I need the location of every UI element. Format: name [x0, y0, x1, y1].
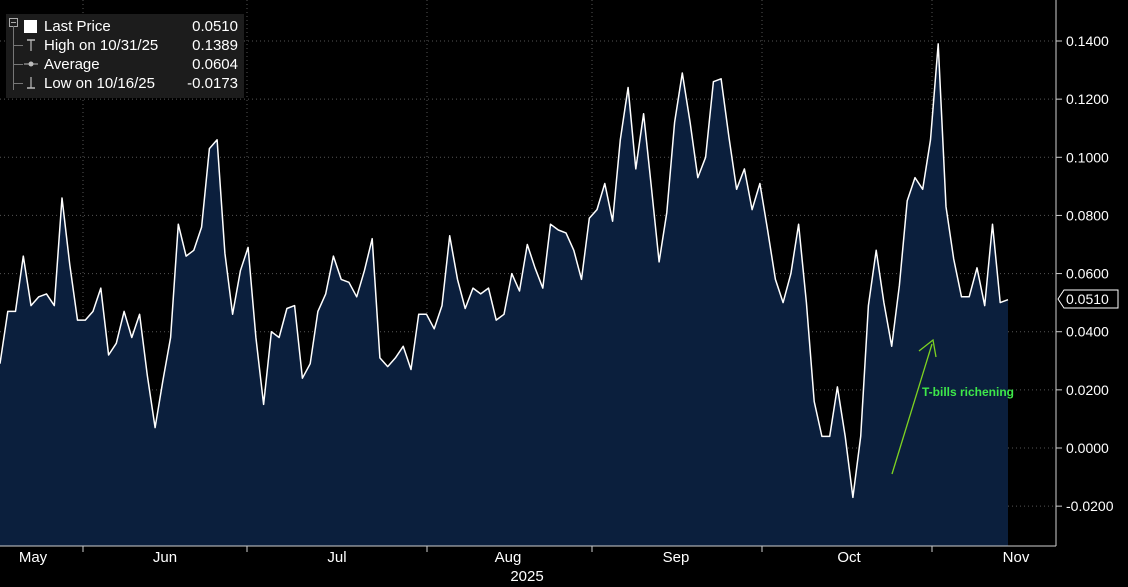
legend-last: Last Price 0.0510 — [6, 17, 244, 36]
y-tick-label: 0.1400 — [1066, 33, 1109, 49]
tree-branch — [13, 45, 23, 46]
high-marker-icon — [27, 39, 35, 51]
x-year-label: 2025 — [510, 568, 543, 585]
legend-low-label: Low on 10/16/25 — [44, 75, 155, 92]
y-tick-label: 0.0600 — [1066, 266, 1109, 282]
y-tick-label: -0.0200 — [1066, 498, 1114, 514]
y-tick-label: 0.0200 — [1066, 382, 1109, 398]
arrow-head-icon — [918, 338, 937, 358]
low-marker-icon — [27, 77, 35, 89]
legend-high-value: 0.1389 — [192, 37, 238, 54]
y-tick-label: 0.0000 — [1066, 440, 1109, 456]
last-value-badge: 0.0510 — [1057, 289, 1119, 309]
legend-high-label: High on 10/31/25 — [44, 37, 159, 54]
x-tick-label: Jun — [153, 549, 177, 566]
y-axis: 0.1400 0.1200 0.1000 0.0800 0.0600 0.0400 0.02… — [1056, 33, 1114, 514]
y-tick-label: 0.0800 — [1066, 207, 1109, 223]
y-tick-label: 0.1200 — [1066, 91, 1109, 107]
legend-average-label: Average — [44, 56, 100, 73]
average-marker-icon — [24, 61, 38, 67]
x-tick-label: Jul — [327, 549, 346, 566]
legend-high: High on 10/31/25 0.1389 — [6, 36, 244, 55]
x-tick-label: Oct — [837, 549, 861, 566]
annotation-arrow — [891, 343, 933, 475]
legend-last-value: 0.0510 — [192, 18, 238, 35]
last-value-label: 0.0510 — [1066, 291, 1109, 307]
price-line — [0, 43, 1009, 499]
legend-average: Average 0.0604 — [6, 55, 244, 74]
x-tick-label: Aug — [495, 549, 522, 566]
legend-low: Low on 10/16/25 -0.0173 — [6, 74, 244, 93]
annotation-text: T-bills richening — [922, 385, 1014, 399]
legend-low-value: -0.0173 — [187, 75, 238, 92]
white-square-icon — [24, 20, 37, 33]
y-tick-label: 0.1000 — [1066, 149, 1109, 165]
y-tick-label: 0.0400 — [1066, 324, 1109, 340]
area-fill — [0, 43, 1008, 547]
legend: Last Price 0.0510 High on 10/31/25 0.138… — [6, 14, 244, 98]
x-axis: May Jun Jul Aug Sep Oct Nov — [19, 546, 1030, 566]
legend-average-value: 0.0604 — [192, 56, 238, 73]
tree-line — [13, 26, 14, 90]
x-tick-label: Nov — [1003, 549, 1030, 566]
x-tick-label: Sep — [663, 549, 690, 566]
annotation: T-bills richening — [891, 338, 1014, 475]
x-tick-label: May — [19, 549, 48, 566]
tree-branch — [13, 83, 23, 84]
tree-branch — [13, 64, 23, 65]
legend-last-label: Last Price — [44, 18, 111, 35]
